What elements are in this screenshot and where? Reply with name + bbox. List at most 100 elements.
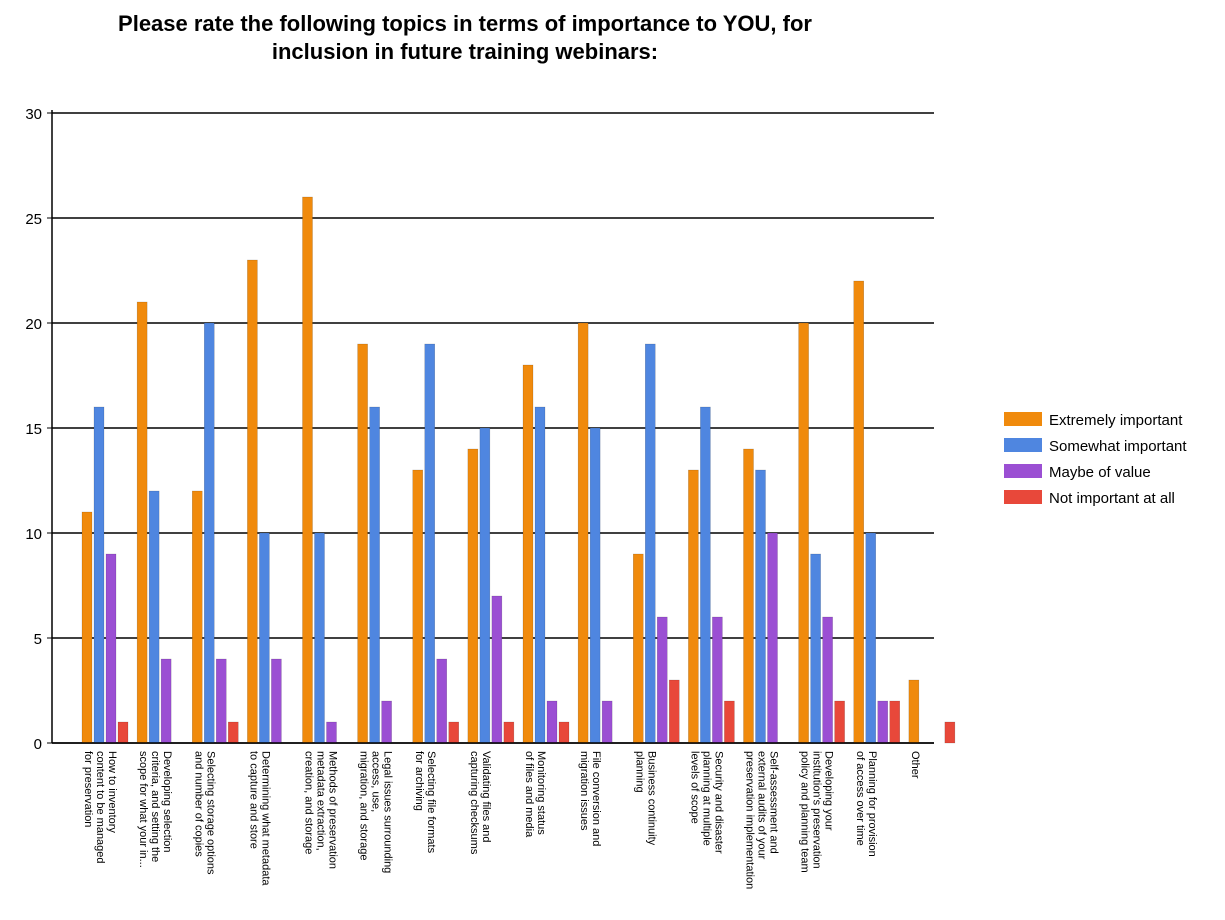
- x-tick-label: creation, and storage metadata extraction…: [303, 751, 339, 869]
- x-tick-label: for preservation content to be managed How…: [82, 751, 118, 864]
- chart-title-line-1: Please rate the following topics in term…: [118, 11, 812, 36]
- bar: [467, 448, 479, 744]
- x-tick-label-line: of files and media: [523, 751, 535, 838]
- bar: [534, 406, 546, 744]
- bar: [192, 490, 203, 744]
- x-tick-label-line: Self-assessment and: [768, 751, 780, 854]
- x-tick-label-line: Selecting file formats: [425, 751, 437, 854]
- x-tick-label: Other: [909, 751, 921, 779]
- bar: [889, 700, 900, 744]
- bar: [448, 721, 459, 744]
- x-tick-label-line: migration issues: [578, 751, 590, 831]
- x-tick-label-line: for archiving: [413, 751, 425, 811]
- x-tick-label-line: levels of scope: [688, 751, 700, 824]
- bar: [93, 406, 105, 744]
- x-tick-label: policy and planning team institution's pr…: [799, 751, 835, 873]
- x-tick-label: of files and media Monitoring status: [523, 751, 547, 838]
- y-tick-label: 0: [34, 736, 42, 753]
- bar: [755, 469, 766, 744]
- x-tick-label: scope for what your in... criteria, and s…: [137, 751, 173, 868]
- bar: [326, 721, 337, 744]
- bar: [877, 700, 888, 744]
- bar: [424, 343, 435, 744]
- bar: [546, 700, 558, 744]
- y-tick-label: 15: [25, 421, 42, 438]
- legend-swatch: [1004, 464, 1042, 478]
- x-tick-label-line: capturing checksums: [468, 751, 480, 855]
- x-tick-label-line: and number of copies: [192, 751, 204, 857]
- bar: [589, 427, 601, 744]
- bar: [136, 301, 148, 744]
- bar: [381, 700, 392, 744]
- legend-swatch: [1004, 412, 1042, 426]
- x-tick-label: levels of scope planning at multiple Secur…: [688, 751, 724, 854]
- legend-label: Extremely important: [1049, 412, 1183, 429]
- bar: [853, 280, 864, 744]
- x-tick-label-line: Planning for provision: [866, 751, 878, 857]
- bar: [834, 700, 845, 744]
- bar: [81, 511, 93, 744]
- x-tick-label-line: for preservation: [82, 751, 94, 827]
- y-tick-label: 10: [25, 526, 42, 543]
- bar: [204, 322, 215, 744]
- x-tick-label-line: Methods of preservation: [327, 751, 339, 869]
- x-tick-label-line: of access over time: [854, 751, 866, 846]
- x-tick-label-line: planning at multiple: [700, 751, 712, 846]
- bar: [669, 679, 680, 744]
- x-tick-label-line: Other: [909, 751, 921, 779]
- bar: [700, 406, 711, 744]
- y-axis-ticks: 0 5 10 15 20 25 30: [25, 106, 52, 753]
- bar: [743, 448, 754, 744]
- bar: [117, 721, 129, 744]
- bar: [908, 679, 920, 744]
- x-tick-label-line: Security and disaster: [712, 751, 724, 854]
- legend-label: Maybe of value: [1049, 464, 1151, 481]
- x-tick-label-line: Monitoring status: [535, 751, 547, 835]
- x-tick-label-line: Validating files and: [480, 751, 492, 843]
- x-tick-label-line: creation, and storage: [303, 751, 315, 854]
- y-tick-label: 20: [25, 316, 42, 333]
- legend-swatch: [1004, 490, 1042, 504]
- bar: [271, 658, 282, 744]
- x-tick-label: of access over time Planning for provisio…: [854, 751, 878, 857]
- x-tick-label: preservation implementation external audi…: [744, 751, 780, 889]
- x-tick-label: migration issues File conversion and: [578, 751, 602, 846]
- x-tick-label: capturing checksums Validating files and: [468, 751, 492, 855]
- bar: [216, 658, 227, 744]
- bar: [712, 616, 723, 744]
- y-tick-label: 5: [34, 631, 42, 648]
- x-tick-label-line: scope for what your in...: [137, 751, 149, 868]
- y-tick-label: 30: [25, 106, 42, 123]
- bar: [522, 364, 534, 744]
- bar: [577, 322, 589, 744]
- x-tick-label-line: Legal issues surrounding: [382, 751, 394, 873]
- x-tick-label-line: Business continuity: [645, 751, 657, 846]
- bar: [601, 700, 613, 744]
- bar: [503, 721, 515, 744]
- bar: [633, 553, 644, 744]
- x-tick-label-line: Developing selection: [161, 751, 173, 853]
- bar: [944, 721, 956, 744]
- x-tick-label: migration, and storage access, use, Legal …: [358, 751, 394, 873]
- legend: Extremely important Somewhat important May…: [1004, 412, 1187, 507]
- bar: [247, 259, 258, 744]
- legend-label: Not important at all: [1049, 490, 1175, 507]
- bar: [105, 553, 117, 744]
- bar: [645, 343, 656, 744]
- bar: [259, 532, 270, 744]
- bar: [412, 469, 423, 744]
- x-tick-label-line: Determining what metadata: [259, 751, 271, 886]
- x-tick-label-line: policy and planning team: [799, 751, 811, 873]
- bar: [479, 427, 491, 744]
- bar: [810, 553, 821, 744]
- x-tick-label: to capture and store Determining what met…: [247, 751, 271, 886]
- x-tick-label-line: institution's preservation: [811, 751, 823, 869]
- x-tick-label: and number of copies Selecting storage op…: [192, 751, 216, 875]
- x-tick-label-line: to capture and store: [247, 751, 259, 849]
- legend-label: Somewhat important: [1049, 438, 1187, 455]
- x-tick-label-line: Developing your: [823, 751, 835, 831]
- x-tick-label-line: Selecting storage options: [204, 751, 216, 875]
- bar: [798, 322, 809, 744]
- x-tick-label-line: external audits of your: [756, 751, 768, 860]
